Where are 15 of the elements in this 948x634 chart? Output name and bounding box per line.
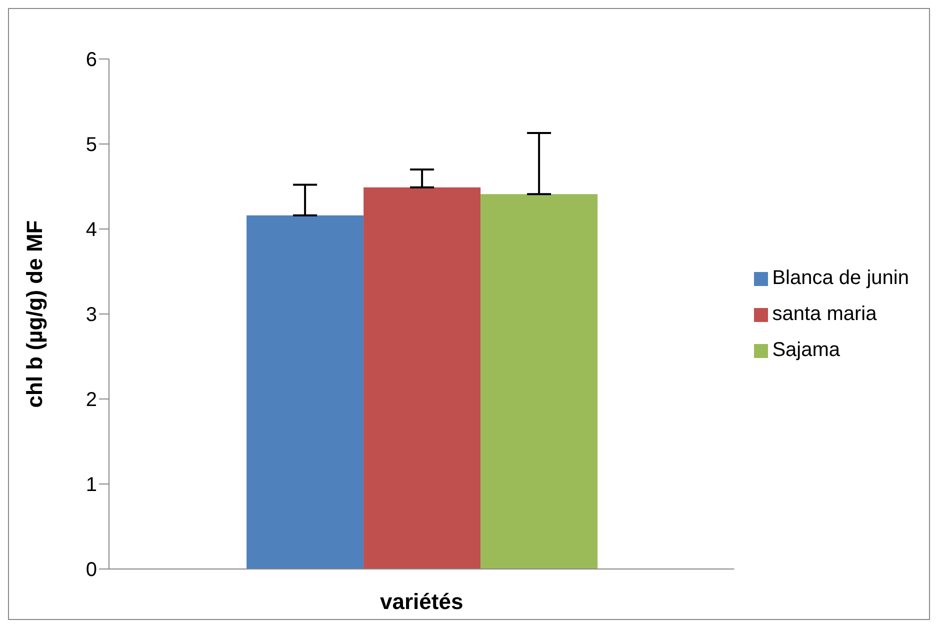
x-axis-title: variétés (380, 589, 464, 614)
bar (246, 215, 364, 569)
y-tick-label: 2 (86, 389, 97, 412)
legend-label: santa maria (772, 303, 877, 325)
y-axis-title: chl b (µg/g) de MF (22, 220, 47, 408)
y-tick-label: 4 (86, 219, 97, 242)
y-tick-label: 5 (86, 134, 97, 156)
bar (364, 187, 481, 569)
y-tick-label: 1 (86, 474, 97, 496)
legend-label: Blanca de junin (772, 267, 909, 289)
y-tick-label: 0 (86, 559, 97, 582)
y-tick-label: 3 (86, 304, 97, 326)
bar (480, 194, 598, 569)
legend-label: Sajama (772, 339, 840, 361)
y-tick-label: 6 (86, 49, 97, 72)
